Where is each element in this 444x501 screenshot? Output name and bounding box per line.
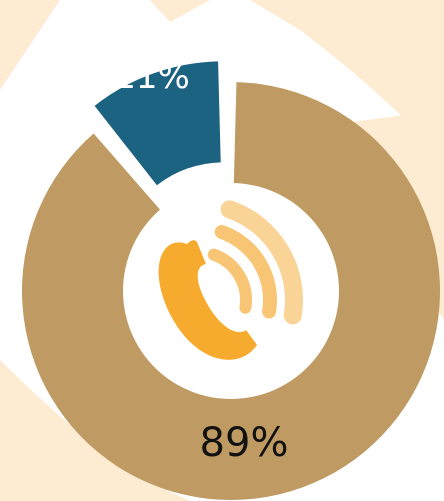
background-band bbox=[150, 0, 210, 22]
phone-handset-icon bbox=[158, 240, 257, 360]
background-band bbox=[0, 360, 190, 501]
sound-waves-icon bbox=[207, 200, 303, 325]
sound-wave-arc bbox=[214, 225, 277, 319]
donut-slice-11 bbox=[94, 61, 221, 186]
background-band bbox=[250, 0, 444, 160]
slice-label-11: 11% bbox=[114, 57, 190, 97]
phone-ringing-icon bbox=[158, 200, 303, 360]
donut-slice-89 bbox=[21, 82, 440, 501]
sound-wave-arc bbox=[207, 248, 252, 314]
slice-label-89: 89% bbox=[200, 420, 289, 466]
background-band bbox=[0, 0, 60, 90]
sound-wave-arc bbox=[220, 200, 303, 325]
donut-hole bbox=[124, 184, 338, 398]
data-labels: 89% 11% bbox=[114, 57, 288, 466]
slices bbox=[21, 61, 440, 501]
